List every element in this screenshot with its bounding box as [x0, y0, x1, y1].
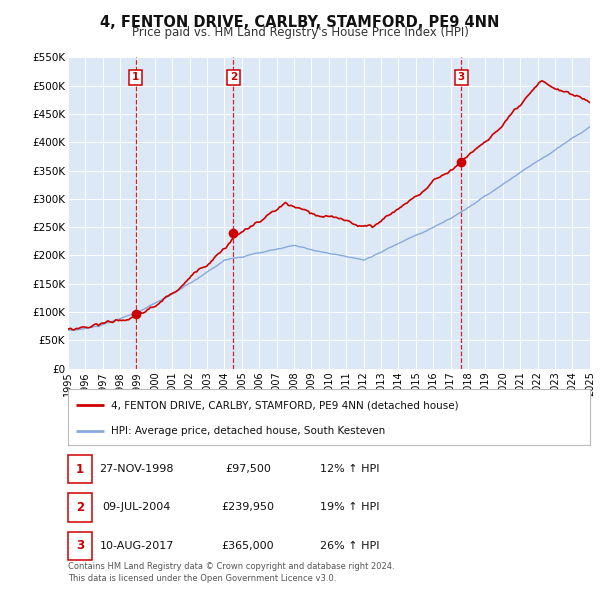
- Text: £365,000: £365,000: [221, 541, 274, 550]
- Text: £239,950: £239,950: [221, 503, 274, 512]
- Text: 10-AUG-2017: 10-AUG-2017: [100, 541, 174, 550]
- Text: HPI: Average price, detached house, South Kesteven: HPI: Average price, detached house, Sout…: [110, 427, 385, 437]
- Text: 3: 3: [458, 73, 465, 83]
- Text: 2: 2: [76, 501, 84, 514]
- Text: 27-NOV-1998: 27-NOV-1998: [100, 464, 174, 474]
- Text: 2: 2: [230, 73, 237, 83]
- Text: 26% ↑ HPI: 26% ↑ HPI: [320, 541, 380, 550]
- Text: 3: 3: [76, 539, 84, 552]
- Text: 09-JUL-2004: 09-JUL-2004: [103, 503, 171, 512]
- Text: 1: 1: [132, 73, 139, 83]
- Text: Contains HM Land Registry data © Crown copyright and database right 2024.
This d: Contains HM Land Registry data © Crown c…: [68, 562, 394, 583]
- Text: 1: 1: [76, 463, 84, 476]
- Text: 12% ↑ HPI: 12% ↑ HPI: [320, 464, 380, 474]
- Text: 4, FENTON DRIVE, CARLBY, STAMFORD, PE9 4NN (detached house): 4, FENTON DRIVE, CARLBY, STAMFORD, PE9 4…: [110, 400, 458, 410]
- Text: 4, FENTON DRIVE, CARLBY, STAMFORD, PE9 4NN: 4, FENTON DRIVE, CARLBY, STAMFORD, PE9 4…: [100, 15, 500, 30]
- Text: 19% ↑ HPI: 19% ↑ HPI: [320, 503, 380, 512]
- Text: Price paid vs. HM Land Registry's House Price Index (HPI): Price paid vs. HM Land Registry's House …: [131, 26, 469, 39]
- Text: £97,500: £97,500: [225, 464, 271, 474]
